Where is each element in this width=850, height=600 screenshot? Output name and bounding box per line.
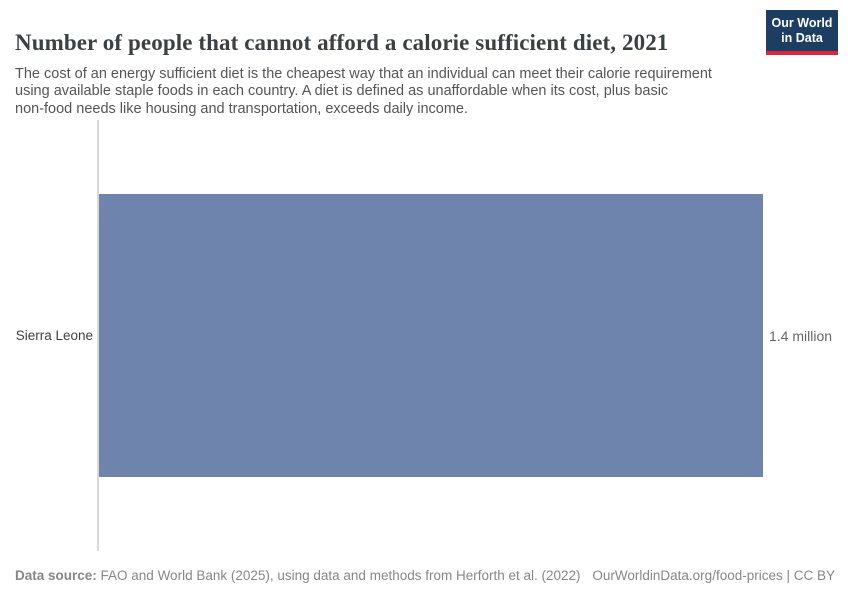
plot-area — [98, 194, 763, 477]
bar-value-label: 1.4 million — [769, 328, 833, 344]
data-source-text: FAO and World Bank (2025), using data an… — [96, 568, 581, 583]
owid-logo-line2: in Data — [781, 30, 823, 45]
owid-logo-line1: Our World — [771, 15, 833, 30]
attribution-link: OurWorldinData.org/food-prices | CC BY — [592, 568, 835, 583]
bar-sierra-leone — [98, 194, 763, 477]
data-source-label: Data source: — [15, 568, 97, 583]
data-source-note: Data source: FAO and World Bank (2025), … — [15, 567, 581, 585]
chart-subtitle: The cost of an energy sufficient diet is… — [15, 65, 712, 117]
y-axis-line — [97, 120, 99, 551]
owid-logo: Our World in Data — [766, 10, 838, 55]
footer: Data source: FAO and World Bank (2025), … — [15, 567, 835, 585]
page-title: Number of people that cannot afford a ca… — [15, 30, 669, 56]
entity-label-sierra-leone: Sierra Leone — [15, 328, 93, 343]
